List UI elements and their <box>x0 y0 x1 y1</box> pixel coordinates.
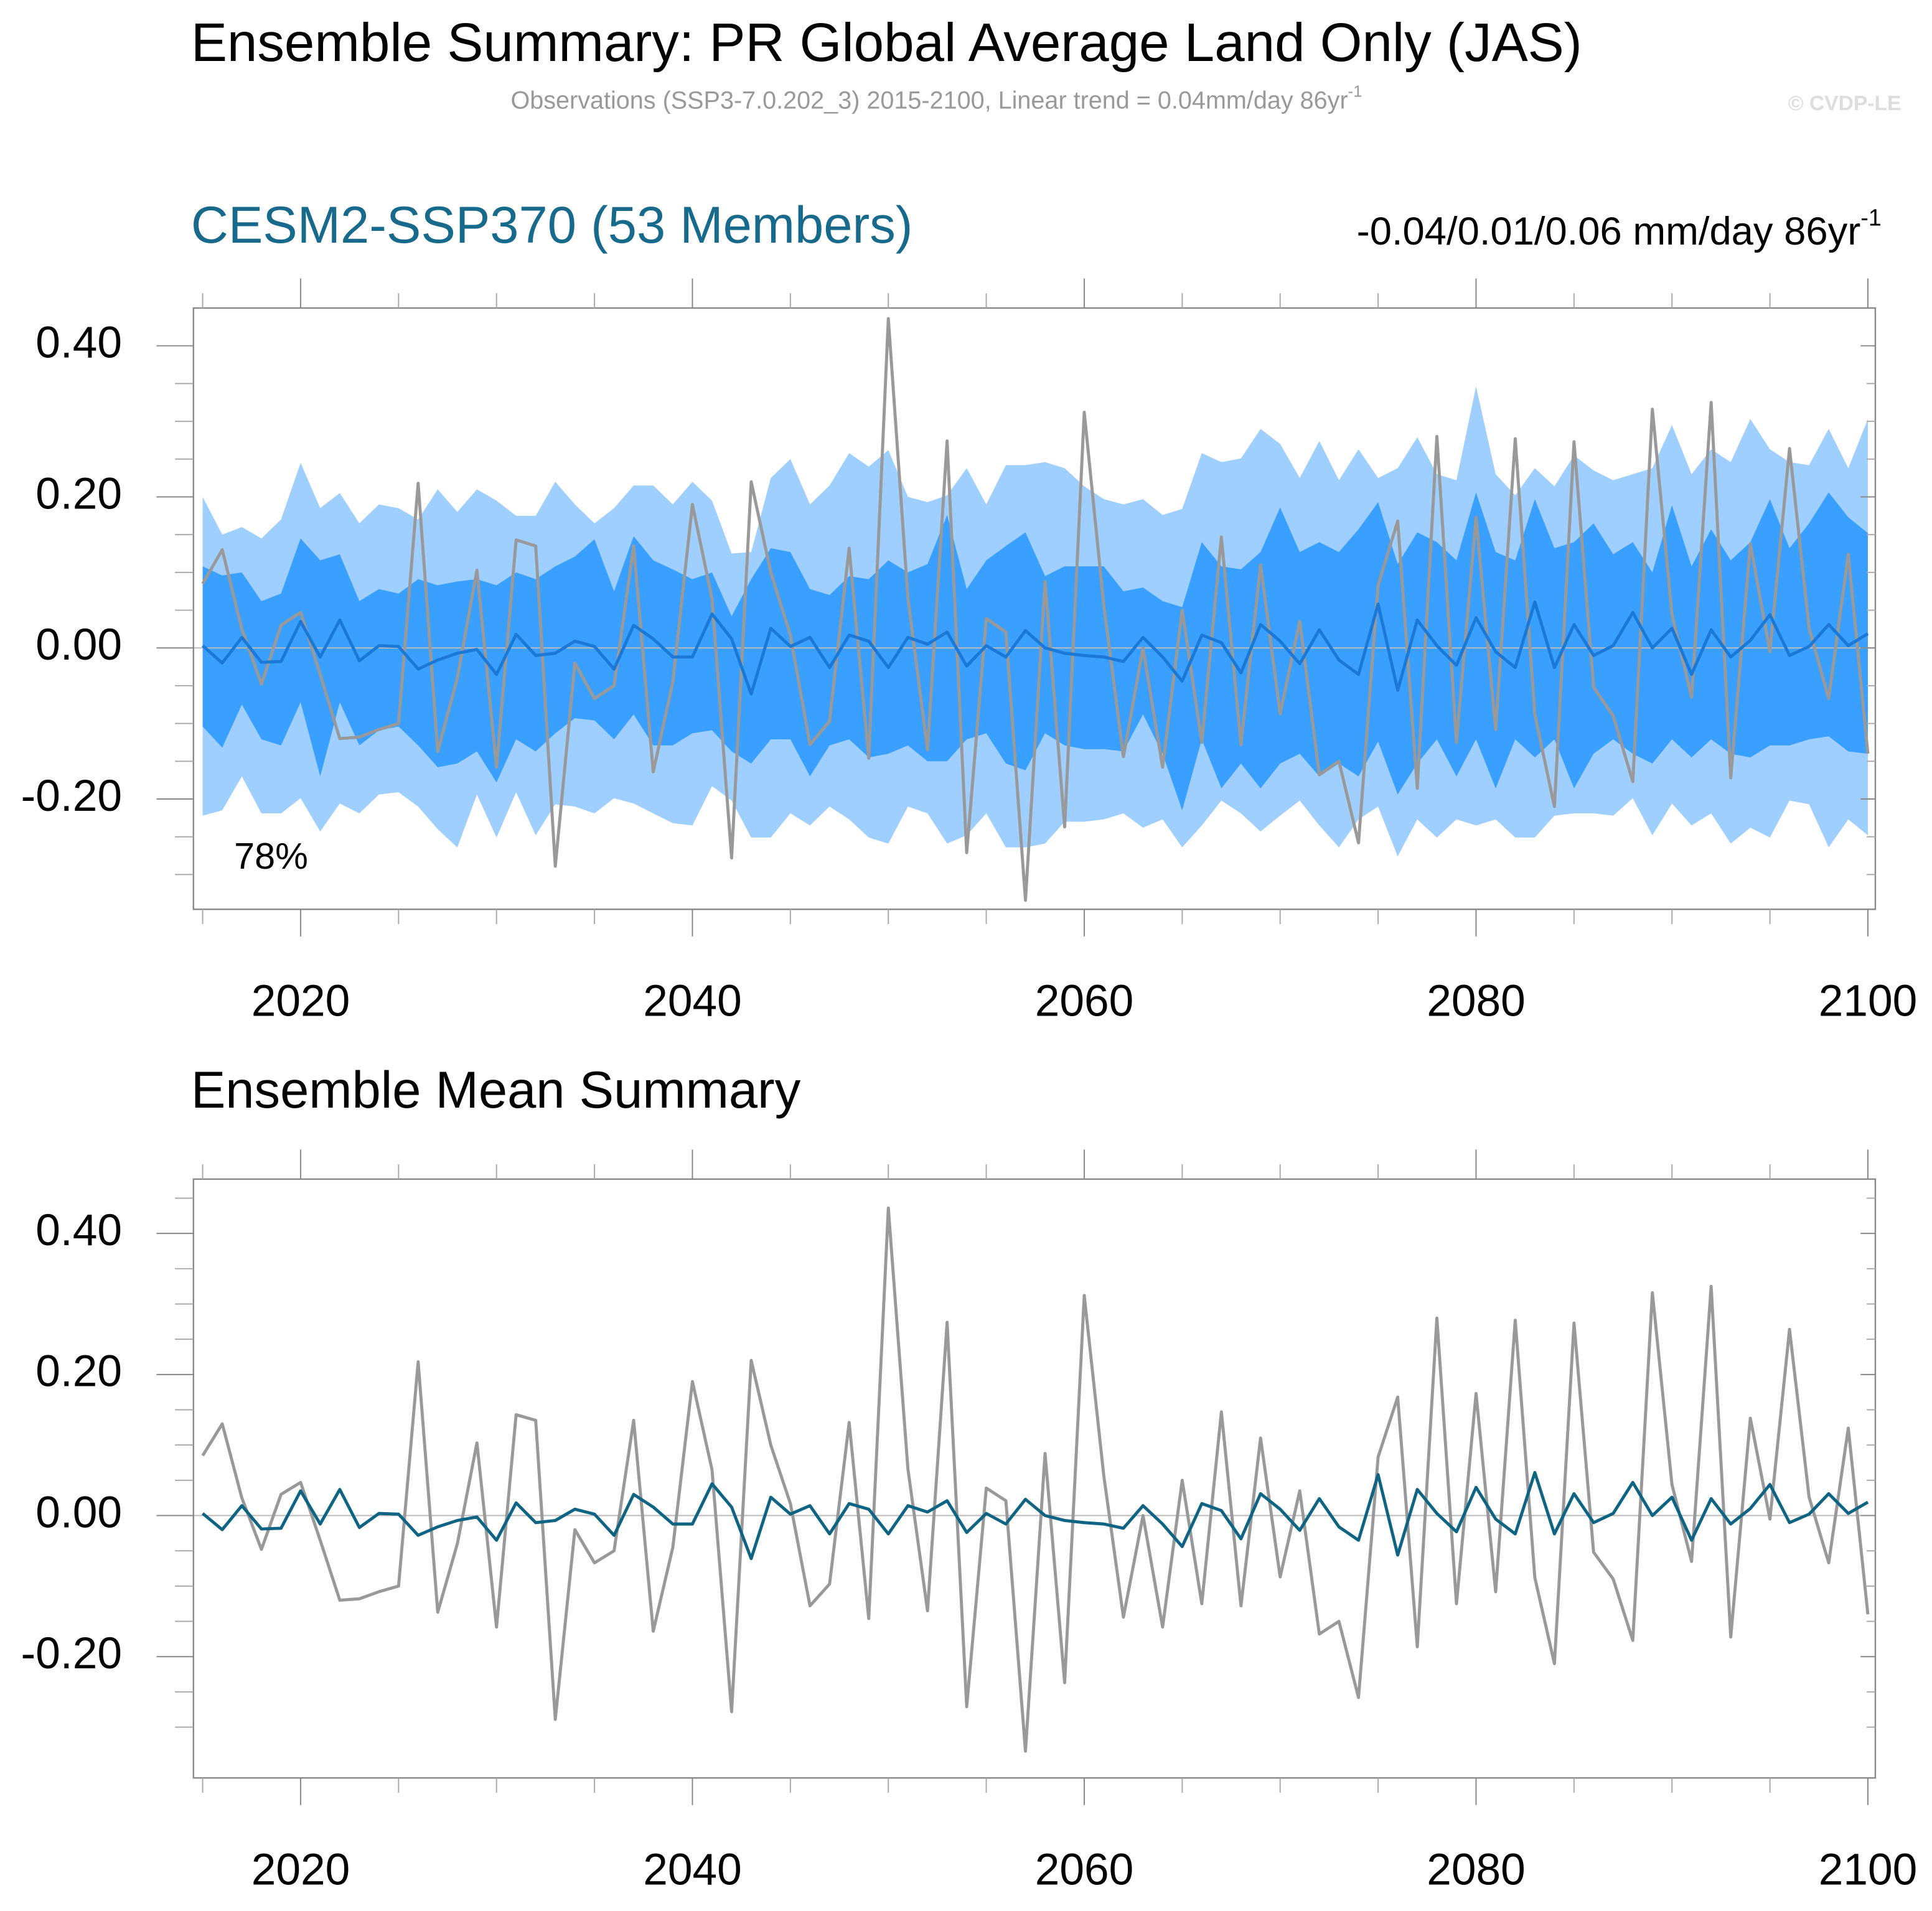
y-tick-label: 0.40 <box>35 318 122 368</box>
x-tick-label: 2020 <box>251 1844 350 1894</box>
y-tick-label: -0.20 <box>21 1628 122 1678</box>
x-tick-label: 2060 <box>1035 1844 1134 1894</box>
x-tick-label: 2040 <box>643 976 742 1026</box>
x-tick-label: 2080 <box>1427 976 1526 1026</box>
trend-superscript: -1 <box>1860 204 1881 230</box>
series-line <box>201 317 1870 902</box>
x-tick-label: 2020 <box>251 976 350 1026</box>
figure-title: Ensemble Summary: PR Global Average Land… <box>191 12 1582 73</box>
credit: © CVDP-LE <box>1788 92 1902 115</box>
plot-frame <box>192 307 1877 910</box>
figure-subtitle: Observations (SSP3-7.0.202_3) 2015-2100,… <box>510 83 1362 114</box>
y-tick-label: -0.20 <box>21 771 122 821</box>
annotation: 78% <box>234 835 308 877</box>
y-tick-label: 0.20 <box>35 469 122 518</box>
x-tick-label: 2100 <box>1819 976 1918 1026</box>
plot-frame <box>192 1178 1877 1779</box>
x-tick-label: 2080 <box>1427 1844 1526 1894</box>
series-line <box>201 600 1869 696</box>
x-tick-label: 2100 <box>1819 1844 1918 1894</box>
subtitle-superscript: -1 <box>1348 83 1362 100</box>
series-line <box>202 1470 1869 1561</box>
x-tick-label: 2060 <box>1035 976 1134 1026</box>
subtitle-text: Observations (SSP3-7.0.202_3) 2015-2100,… <box>510 87 1348 114</box>
y-tick-label: 0.40 <box>35 1205 122 1255</box>
y-tick-label: 0.00 <box>35 620 122 670</box>
trend-text: -0.04/0.01/0.06 mm/day 86yr <box>1357 210 1861 253</box>
x-tick-label: 2040 <box>643 1844 742 1894</box>
panel-title: CESM2-SSP370 (53 Members) <box>191 196 913 254</box>
spread-band <box>202 492 1868 811</box>
trend-label: -0.04/0.01/0.06 mm/day 86yr-1 <box>1357 204 1882 253</box>
series-line <box>201 1206 1870 1753</box>
panel-title: Ensemble Mean Summary <box>191 1061 801 1119</box>
y-tick-label: 0.00 <box>35 1487 122 1537</box>
y-tick-label: 0.20 <box>35 1347 122 1396</box>
